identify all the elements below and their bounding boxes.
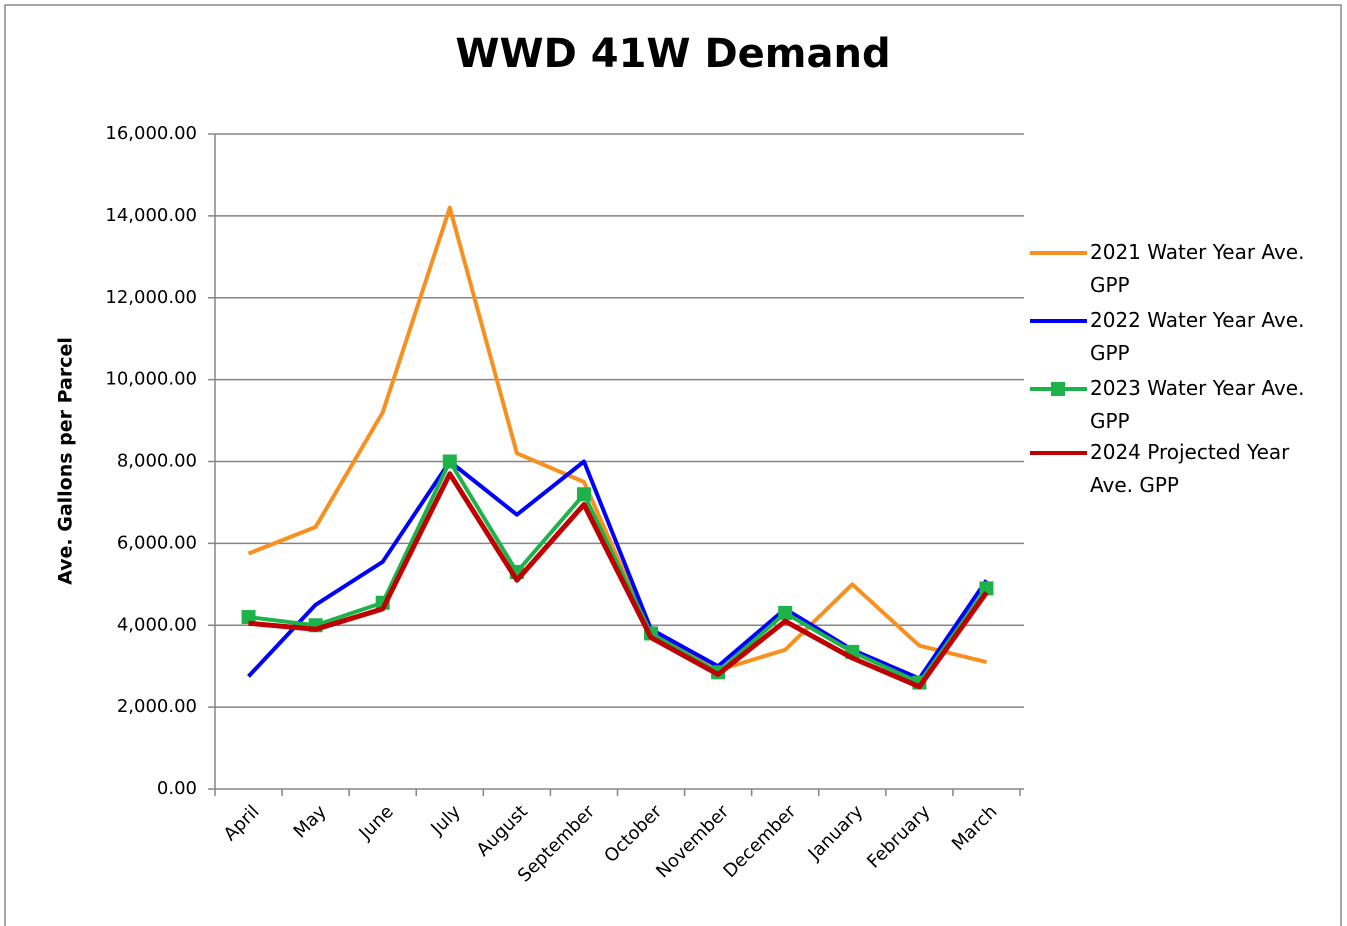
series-line [247, 205, 987, 673]
series-line [248, 471, 989, 690]
y-tick-label: 10,000.00 [105, 369, 197, 390]
series-marker [241, 610, 256, 625]
chart-title: WWD 41W Demand [455, 31, 890, 77]
legend-label: 2022 Water Year Ave. GPP [1090, 308, 1304, 365]
legend-line: GPP [1090, 273, 1130, 297]
legend-label: 2021 Water Year Ave. GPP [1090, 240, 1304, 297]
series-marker [979, 581, 994, 596]
legend-label: 2024 Projected Year Ave. GPP [1090, 440, 1290, 497]
y-tick-label: 8,000.00 [117, 451, 197, 472]
y-tick-label: 2,000.00 [117, 696, 197, 717]
legend-line: GPP [1090, 341, 1130, 365]
y-tick-label: 4,000.00 [117, 614, 197, 635]
legend-line: 2022 Water Year Ave. [1090, 308, 1304, 332]
y-tick-label: 16,000.00 [105, 123, 197, 144]
legend-marker [1051, 382, 1065, 396]
y-tick-label: 0.00 [157, 778, 197, 799]
legend-label: 2023 Water Year Ave. GPP [1090, 376, 1304, 433]
y-axis-label: Ave. Gallons per Parcel [55, 337, 77, 585]
y-tick-label: 6,000.00 [117, 532, 197, 553]
y-tick-label: 12,000.00 [105, 287, 197, 308]
chart-frame [4, 4, 1342, 926]
series-marker [576, 487, 591, 502]
series-line [247, 459, 989, 681]
y-tick-label: 14,000.00 [105, 205, 197, 226]
legend-line: 2024 Projected Year [1090, 440, 1290, 464]
legend-line: 2021 Water Year Ave. [1090, 240, 1304, 264]
legend-line: GPP [1090, 409, 1130, 433]
legend-line: Ave. GPP [1090, 473, 1179, 497]
series-line [248, 459, 989, 685]
legend-line: 2023 Water Year Ave. [1090, 376, 1304, 400]
series-marker [442, 454, 457, 469]
series-marker [778, 605, 793, 620]
